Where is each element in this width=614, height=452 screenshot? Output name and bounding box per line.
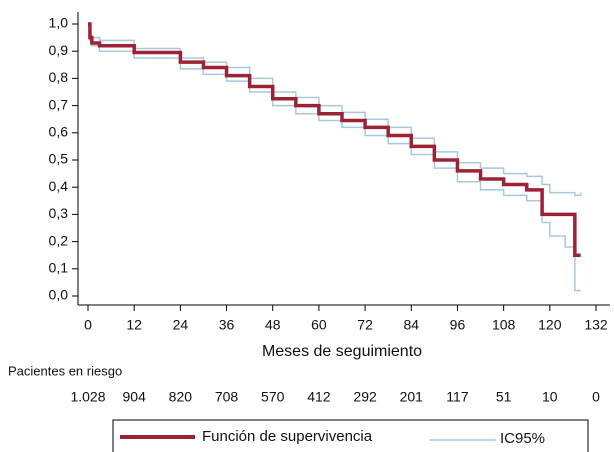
at-risk-value: 292	[353, 389, 377, 405]
at-risk-value: 10	[542, 389, 558, 405]
x-tick-label: 60	[311, 317, 327, 333]
x-tick-label: 12	[126, 317, 142, 333]
ci-upper-line	[88, 23, 582, 197]
x-tick-label: 72	[357, 317, 373, 333]
y-tick-label: 0,5	[49, 151, 69, 167]
at-risk-value: 904	[123, 389, 147, 405]
y-tick-label: 0,1	[49, 260, 69, 276]
legend-label: Función de supervivencia	[202, 428, 373, 445]
x-axis-label: Meses de seguimiento	[262, 343, 422, 360]
y-tick-label: 1,0	[49, 15, 69, 31]
y-tick-label: 0,4	[49, 178, 69, 194]
at-risk-title: Pacientes en riesgo	[8, 363, 122, 378]
survival-line	[88, 22, 581, 257]
y-tick-label: 0,6	[49, 124, 69, 140]
y-tick-label: 0,3	[49, 205, 69, 221]
y-tick-label: 0,0	[49, 287, 69, 303]
at-risk-value: 412	[307, 389, 331, 405]
x-tick-label: 48	[265, 317, 281, 333]
at-risk-value: 570	[261, 389, 285, 405]
x-tick-label: 132	[584, 317, 608, 333]
x-tick-label: 24	[173, 317, 189, 333]
at-risk-value: 820	[169, 389, 193, 405]
x-tick-label: 108	[492, 317, 516, 333]
legend-label: IC95%	[500, 430, 545, 447]
y-tick-label: 0,8	[49, 69, 69, 85]
legend-box	[112, 419, 589, 452]
at-risk-value: 117	[446, 389, 469, 405]
at-risk-value: 201	[400, 389, 424, 405]
x-tick-label: 0	[84, 317, 92, 333]
at-risk-value: 0	[592, 389, 600, 405]
y-tick-label: 0,9	[49, 42, 69, 58]
y-tick-label: 0,2	[49, 232, 69, 248]
at-risk-value: 1.028	[70, 389, 105, 405]
x-tick-label: 96	[450, 317, 466, 333]
y-tick-label: 0,7	[49, 96, 69, 112]
x-tick-label: 120	[538, 317, 562, 333]
at-risk-value: 51	[496, 389, 512, 405]
ci-lower-line	[88, 23, 581, 292]
x-tick-label: 84	[403, 317, 419, 333]
at-risk-value: 708	[215, 389, 239, 405]
x-tick-label: 36	[219, 317, 235, 333]
